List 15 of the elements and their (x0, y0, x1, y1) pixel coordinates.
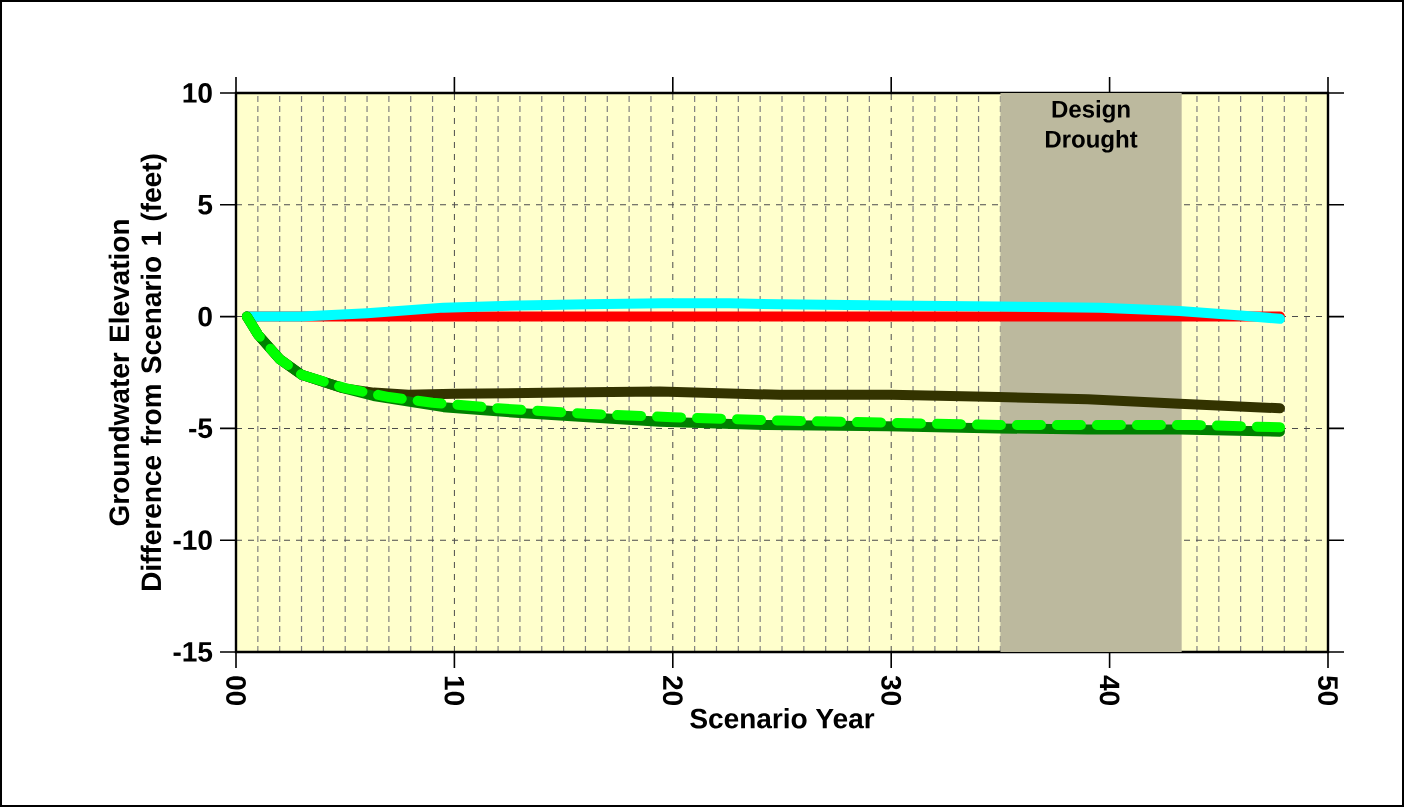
y-tick-label: 5 (198, 195, 213, 215)
y-tick-label: 10 (183, 83, 212, 103)
y-axis-title: Groundwater Elevation Difference from Scenario 1 (feet) (108, 154, 167, 590)
y-tick-label: 0 (198, 306, 212, 327)
x-tick-label: 00 (226, 676, 246, 706)
x-tick-label: 30 (881, 675, 902, 706)
y-tick-label: -5 (189, 418, 213, 439)
y-tick-label: -10 (173, 530, 212, 551)
x-axis-title: Scenario Year (690, 707, 875, 729)
y-tick-label: -15 (173, 642, 213, 662)
x-tick-label: 40 (1099, 675, 1120, 706)
x-tick-label: 20 (662, 676, 683, 706)
band-label: Design Drought (1045, 100, 1138, 153)
x-tick-label: 50 (1318, 675, 1338, 706)
x-tick-label: 10 (444, 676, 465, 706)
